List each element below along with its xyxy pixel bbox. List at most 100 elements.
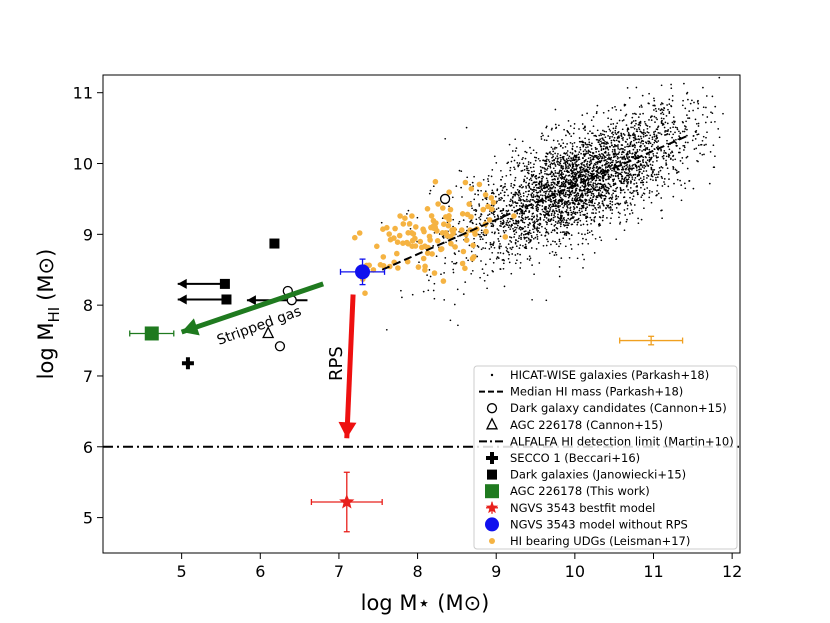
hicat-point <box>552 196 554 199</box>
y-tick-label: 6 <box>83 438 93 457</box>
legend-entry-label: HICAT-WISE galaxies (Parkash+18) <box>510 368 709 382</box>
udg-point <box>356 230 363 236</box>
hicat-point <box>535 218 538 220</box>
hicat-point <box>574 154 577 157</box>
hicat-point <box>587 171 590 173</box>
hicat-point <box>596 186 598 188</box>
hicat-point <box>485 198 488 201</box>
hicat-point <box>581 242 584 245</box>
hicat-point <box>475 223 478 226</box>
hicat-point <box>586 112 588 115</box>
hicat-point <box>695 131 697 134</box>
hicat-point <box>641 106 643 108</box>
hicat-point <box>594 146 597 149</box>
hicat-point <box>479 215 482 218</box>
hicat-point <box>538 231 541 234</box>
hicat-point <box>559 196 562 199</box>
hicat-point <box>622 119 625 121</box>
legend-icon <box>486 403 498 414</box>
hicat-point <box>514 150 517 152</box>
hicat-point <box>673 182 675 185</box>
hicat-point <box>577 158 580 161</box>
hicat-point <box>552 173 555 176</box>
hicat-point <box>572 132 575 135</box>
hicat-point <box>576 145 578 148</box>
x-tick-label: 9 <box>491 562 501 581</box>
hicat-point <box>573 159 575 162</box>
hicat-point <box>652 171 654 173</box>
hicat-point <box>563 176 566 179</box>
hicat-point <box>566 154 569 156</box>
hicat-point <box>502 252 505 255</box>
hicat-point <box>675 169 678 172</box>
hicat-point <box>628 150 631 152</box>
hicat-point <box>499 192 502 194</box>
hicat-point <box>428 192 431 195</box>
hicat-point <box>514 201 517 203</box>
hicat-point <box>650 168 653 171</box>
hicat-point <box>644 148 646 151</box>
hicat-point <box>510 185 512 187</box>
hicat-point <box>625 164 628 167</box>
hicat-point <box>557 153 559 155</box>
hicat-point <box>650 173 653 176</box>
hicat-point <box>540 135 543 138</box>
hicat-point <box>554 146 556 149</box>
hicat-point <box>602 209 604 212</box>
hicat-point <box>691 139 694 142</box>
hicat-point <box>486 287 488 290</box>
hicat-point <box>557 177 559 179</box>
hicat-point <box>583 202 586 204</box>
hicat-point <box>533 273 535 276</box>
hicat-point <box>534 181 536 184</box>
hicat-point <box>599 145 602 148</box>
hicat-point <box>528 178 531 181</box>
hicat-point <box>621 119 624 122</box>
hicat-point <box>633 139 635 142</box>
hicat-point <box>550 128 553 131</box>
hicat-point <box>577 199 579 202</box>
hicat-point <box>523 179 526 182</box>
hicat-point <box>660 166 663 168</box>
hicat-point <box>571 145 574 148</box>
hicat-point <box>639 120 642 123</box>
hicat-point <box>526 207 529 210</box>
hicat-point <box>589 191 592 193</box>
hicat-point <box>653 141 656 144</box>
hicat-point <box>655 134 658 137</box>
hicat-point <box>599 195 602 198</box>
hicat-point <box>546 169 548 171</box>
udg-point <box>448 240 454 247</box>
hicat-point <box>592 169 595 172</box>
hicat-point <box>663 126 666 129</box>
hicat-point <box>679 160 682 162</box>
hicat-point <box>545 125 548 128</box>
hicat-point <box>628 170 631 173</box>
hicat-point <box>605 192 608 194</box>
hicat-point <box>584 185 587 188</box>
hicat-point <box>552 178 555 181</box>
hicat-point <box>652 153 655 155</box>
hicat-point <box>562 211 564 214</box>
hicat-point <box>568 182 571 185</box>
hicat-point <box>493 246 496 249</box>
hicat-point <box>578 170 581 173</box>
hicat-point <box>539 218 542 221</box>
udg-point <box>428 213 435 219</box>
hicat-point <box>661 185 664 187</box>
hicat-point <box>599 224 602 226</box>
hicat-point <box>663 107 666 110</box>
hicat-point <box>524 209 527 212</box>
hicat-point <box>600 142 603 144</box>
hicat-point <box>555 146 558 149</box>
hicat-point <box>627 132 630 134</box>
hicat-point <box>609 209 612 211</box>
hicat-point <box>589 200 591 202</box>
hicat-point <box>644 141 647 144</box>
hicat-point <box>537 218 540 221</box>
hicat-point <box>546 231 549 234</box>
hicat-point <box>523 230 526 233</box>
hicat-point <box>627 181 630 183</box>
hicat-point <box>626 130 629 132</box>
hicat-point <box>663 181 665 183</box>
